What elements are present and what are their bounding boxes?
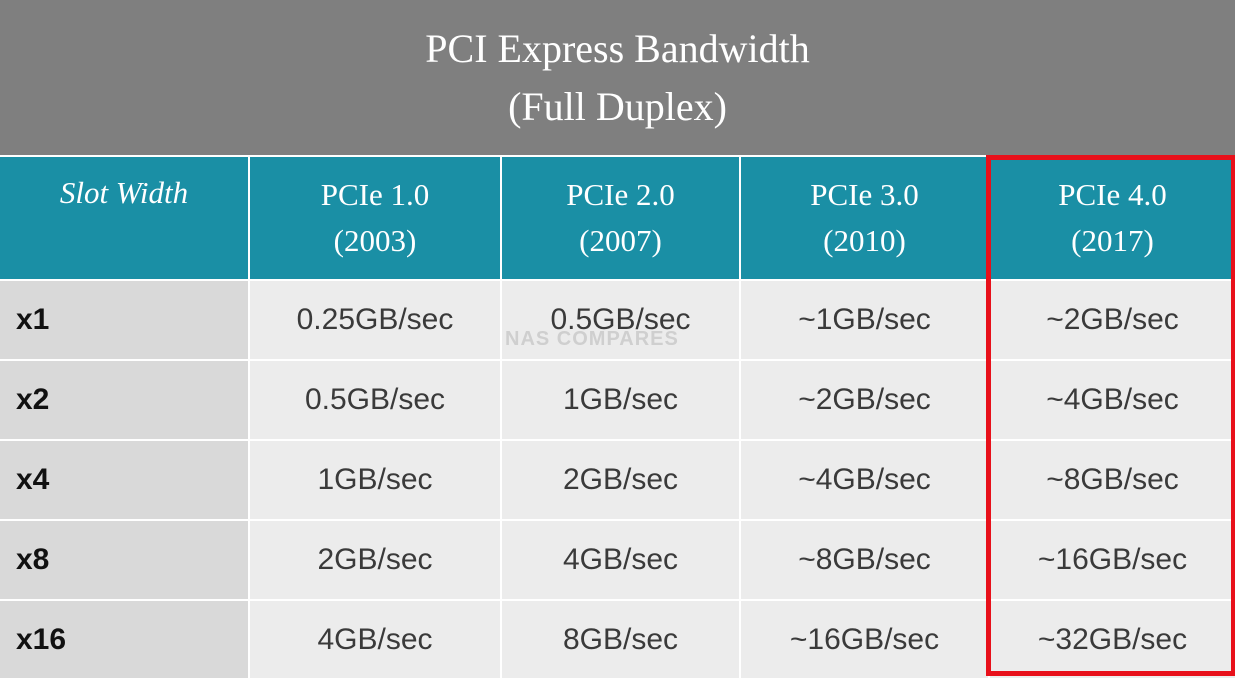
bandwidth-cell: ~1GB/sec [741, 281, 988, 359]
bandwidth-cell: ~2GB/sec [990, 281, 1235, 359]
row-label: x4 [0, 441, 248, 519]
title-band: PCI Express Bandwidth (Full Duplex) [0, 0, 1235, 155]
bandwidth-cell: ~8GB/sec [741, 521, 988, 599]
bandwidth-cell: 2GB/sec [250, 521, 500, 599]
bandwidth-cell: 4GB/sec [502, 521, 739, 599]
header-cell: PCIe 4.0 (2017) [990, 157, 1235, 279]
header-text: PCIe 2.0 [566, 177, 675, 212]
row-label: x16 [0, 601, 248, 678]
header-text: PCIe 3.0 [810, 177, 919, 212]
header-cell: Slot Width [0, 157, 248, 279]
highlight-box [986, 155, 1235, 676]
header-text: Slot Width [59, 175, 189, 210]
header-text: PCIe 1.0 [320, 177, 430, 212]
bandwidth-cell: ~2GB/sec [741, 361, 988, 439]
bandwidth-table: Slot Width PCIe 1.0 (2003) PCIe 2.0 (2007) PC… [0, 157, 1235, 678]
bandwidth-cell: ~8GB/sec [990, 441, 1235, 519]
title-line: (Full Duplex) [508, 83, 727, 129]
bandwidth-cell: ~4GB/sec [990, 361, 1235, 439]
bandwidth-cell: ~16GB/sec [741, 601, 988, 678]
bandwidth-cell: 4GB/sec [250, 601, 500, 678]
bandwidth-cell: 1GB/sec [250, 441, 500, 519]
header-text: (2017) [1071, 223, 1154, 258]
header-text: (2003) [333, 223, 417, 258]
bandwidth-cell: ~16GB/sec [990, 521, 1235, 599]
bandwidth-cell: 0.5GB/sec [250, 361, 500, 439]
bandwidth-cell: 1GB/sec [502, 361, 739, 439]
header-text: PCIe 4.0 [1058, 177, 1167, 212]
row-label: x8 [0, 521, 248, 599]
bandwidth-cell: 0.25GB/sec [250, 281, 500, 359]
bandwidth-cell: ~32GB/sec [990, 601, 1235, 678]
row-label: x1 [0, 281, 248, 359]
bandwidth-cell: 2GB/sec [502, 441, 739, 519]
bandwidth-cell: 8GB/sec [502, 601, 739, 678]
row-label: x2 [0, 361, 248, 439]
header-cell: PCIe 1.0 (2003) [250, 157, 500, 279]
header-text: (2010) [823, 223, 906, 258]
header-cell: PCIe 2.0 (2007) [502, 157, 739, 279]
bandwidth-cell: 0.5GB/sec [502, 281, 739, 359]
header-text: (2007) [579, 223, 662, 258]
watermark: NAS COMPARES [505, 328, 679, 350]
title-line: PCI Express Bandwidth [425, 25, 810, 71]
bandwidth-cell: ~4GB/sec [741, 441, 988, 519]
header-cell: PCIe 3.0 (2010) [741, 157, 988, 279]
